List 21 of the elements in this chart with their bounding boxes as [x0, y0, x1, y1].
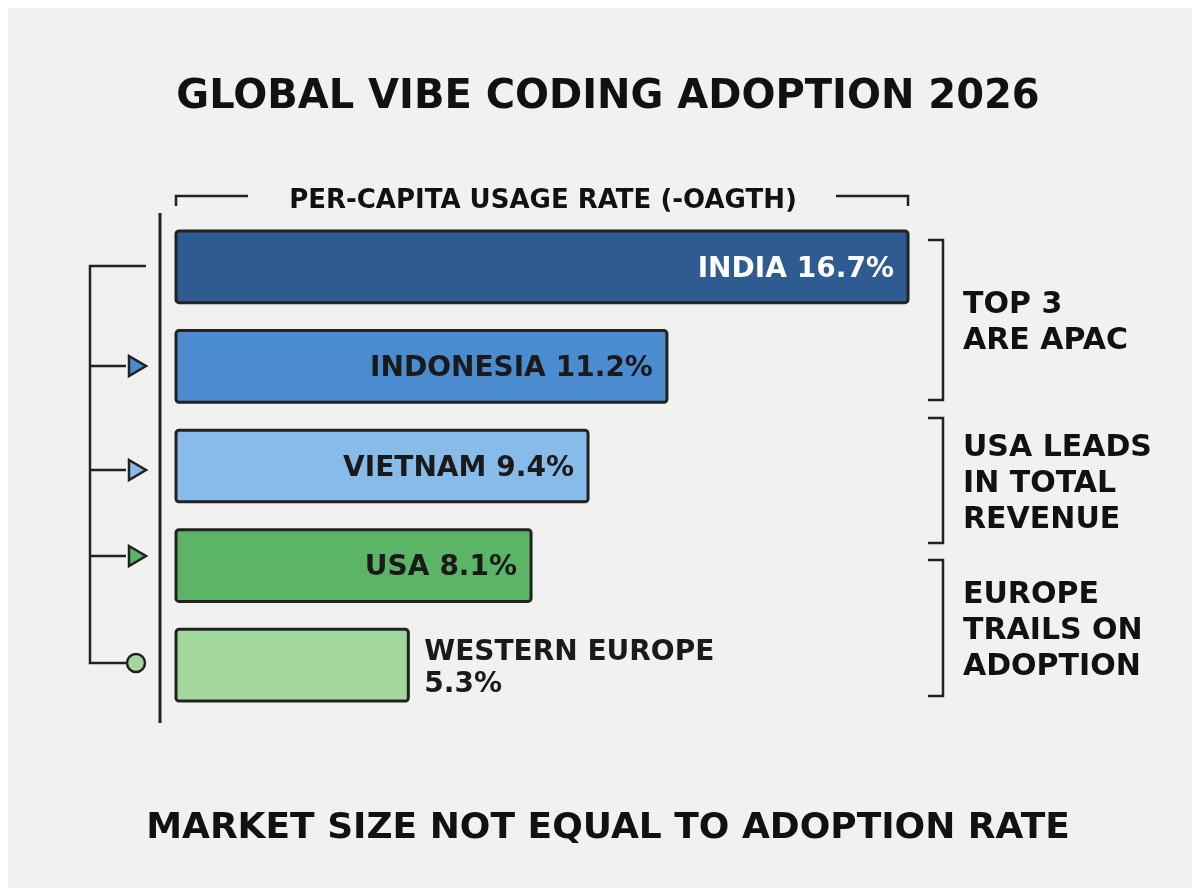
- bar: [174, 528, 533, 603]
- y-tick-label: WESTERN EUROPE: [424, 633, 715, 667]
- y-tick-label: USA: [364, 549, 430, 583]
- y-tick-label: INDIA: [697, 250, 788, 284]
- chart-title: GLOBAL VIBE CODING ADOPTION 2026: [176, 71, 1040, 117]
- data-label: 5.3%: [424, 665, 502, 699]
- text: EUROPE TRAILS ON ADOPTION: [963, 575, 1143, 682]
- y-tick-label: INDONESIA: [370, 350, 547, 384]
- bar: [174, 329, 669, 404]
- bar: [174, 627, 410, 703]
- bar: [174, 229, 910, 305]
- y-tick-label: VIETNAM: [343, 449, 487, 483]
- data-label: 16.7%: [796, 250, 894, 284]
- text: USA LEADS IN TOTAL REVENUE: [963, 427, 1152, 535]
- x-axis-title: PER-CAPITA USAGE RATE (-OAGTH): [289, 184, 797, 214]
- bar: [174, 428, 590, 504]
- text: MARKET SIZE NOT EQUAL TO ADOPTION RATE: [146, 805, 1070, 846]
- data-label: 9.4%: [496, 449, 575, 483]
- text: TOP 3 ARE APAC: [963, 285, 1128, 356]
- data-label: 11.2%: [555, 350, 653, 384]
- data-label: 8.1%: [439, 549, 518, 583]
